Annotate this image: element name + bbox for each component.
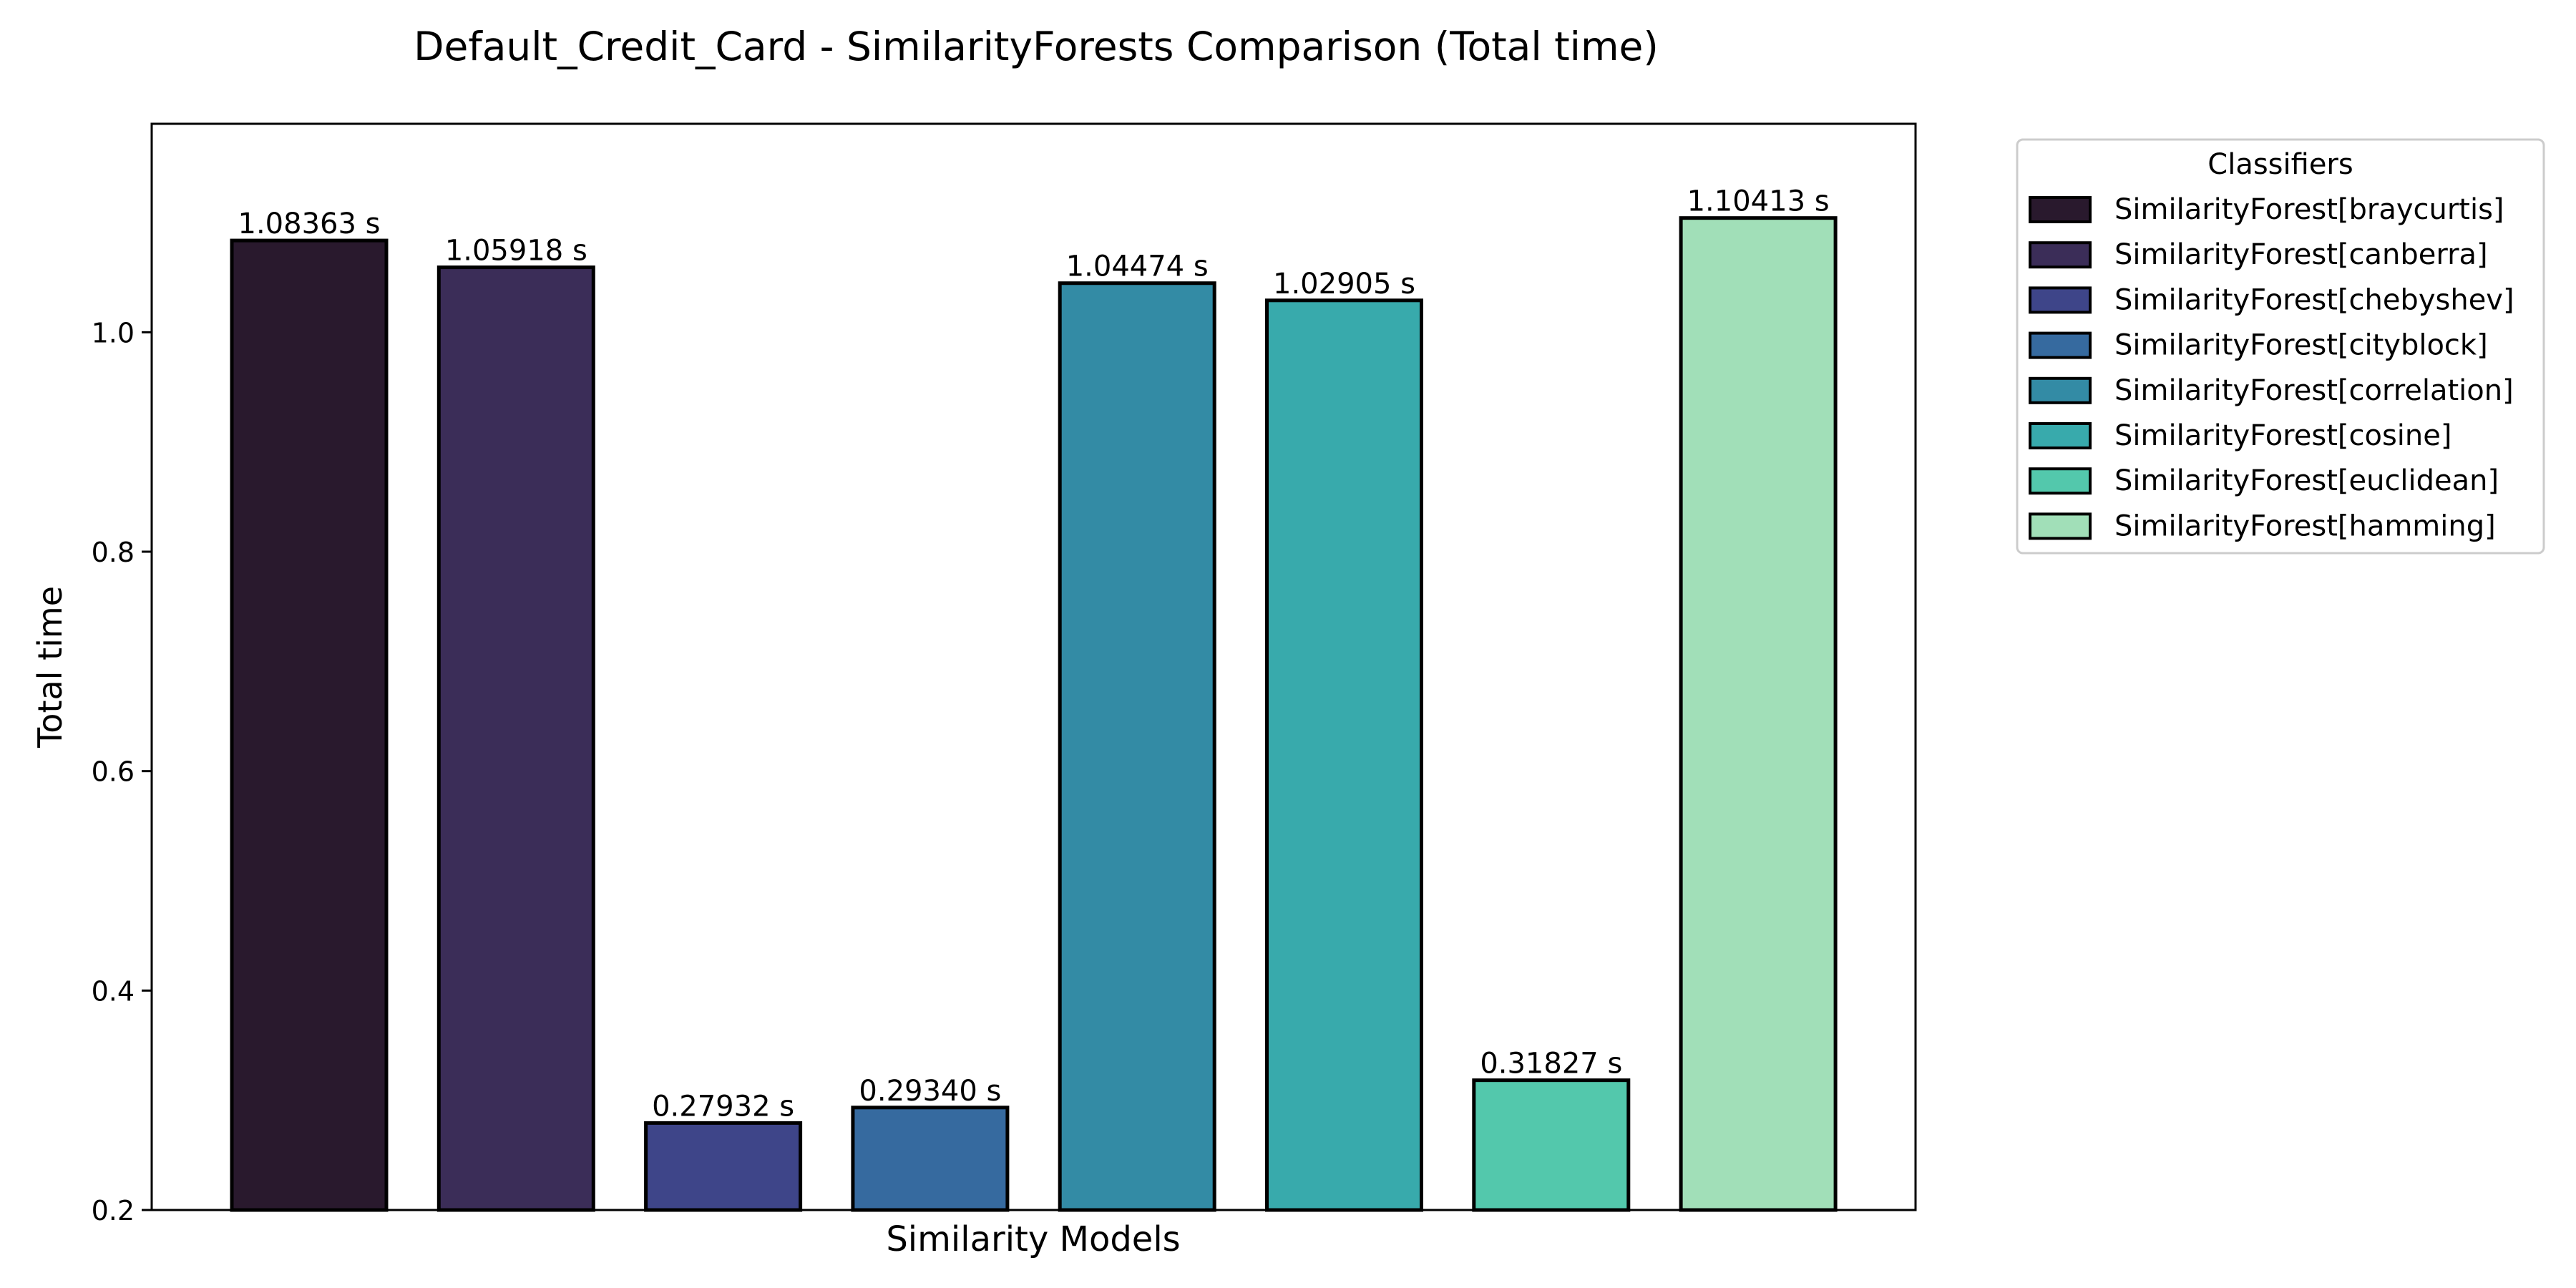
legend-entry-label: SimilarityForest[cityblock] xyxy=(2114,329,2488,362)
bar-value-label: 1.08363 s xyxy=(238,208,381,240)
bar-value-label: 0.31827 s xyxy=(1480,1048,1622,1080)
legend-entry-label: SimilarityForest[braycurtis] xyxy=(2114,193,2504,226)
legend-swatch xyxy=(2029,286,2092,314)
legend-entry-label: SimilarityForest[cosine] xyxy=(2114,419,2451,452)
bar xyxy=(1265,298,1423,1212)
bar xyxy=(436,265,595,1212)
legend-swatch xyxy=(2029,376,2092,404)
legend-swatch xyxy=(2029,196,2092,223)
plot-frame xyxy=(150,122,1917,1211)
y-tick-label: 1.0 xyxy=(92,317,135,348)
bar-value-label: 0.27932 s xyxy=(652,1090,794,1123)
bar-value-label: 1.02905 s xyxy=(1273,268,1415,301)
y-axis-label: Total time xyxy=(31,586,69,748)
y-tick-label: 0.8 xyxy=(92,537,135,568)
legend-swatch xyxy=(2029,241,2092,269)
legend-swatch xyxy=(2029,331,2092,359)
y-tick-label: 0.4 xyxy=(92,975,135,1007)
bar xyxy=(851,1106,1010,1212)
bar xyxy=(644,1121,803,1212)
chart-title: Default_Credit_Card - SimilarityForests … xyxy=(414,24,1659,69)
bar xyxy=(1472,1078,1631,1212)
legend-entry-label: SimilarityForest[euclidean] xyxy=(2114,464,2499,497)
legend-frame xyxy=(2016,138,2545,555)
legend-entry-label: SimilarityForest[hamming] xyxy=(2114,509,2496,542)
bar xyxy=(230,238,389,1212)
bar xyxy=(1679,216,1838,1212)
legend-entry-label: SimilarityForest[chebyshev] xyxy=(2114,283,2514,316)
legend-title: Classifiers xyxy=(2207,148,2353,181)
legend: Classifiers SimilarityForest[braycurtis]… xyxy=(2016,138,2545,555)
legend-entry-label: SimilarityForest[canberra] xyxy=(2114,238,2488,271)
x-axis-label: Similarity Models xyxy=(886,1219,1180,1259)
legend-entry-label: SimilarityForest[correlation] xyxy=(2114,374,2514,407)
bar-value-label: 0.29340 s xyxy=(859,1075,1001,1108)
bar-value-label: 1.10413 s xyxy=(1687,185,1830,218)
legend-swatch xyxy=(2029,467,2092,495)
plot-area: 0.2 0.4 0.6 0.8 1.0 1.08363 s 1.05918 s 0.27932… xyxy=(92,185,1838,1226)
y-tick-label: 0.2 xyxy=(92,1195,135,1226)
bar-value-label: 1.05918 s xyxy=(445,235,587,268)
bar-value-label: 1.04474 s xyxy=(1066,250,1209,283)
y-tick-label: 0.6 xyxy=(92,756,135,788)
legend-swatch xyxy=(2029,422,2092,449)
legend-items: SimilarityForest[braycurtis] SimilarityFo… xyxy=(2029,193,2514,542)
bar xyxy=(1058,281,1216,1212)
legend-swatch xyxy=(2029,512,2092,540)
